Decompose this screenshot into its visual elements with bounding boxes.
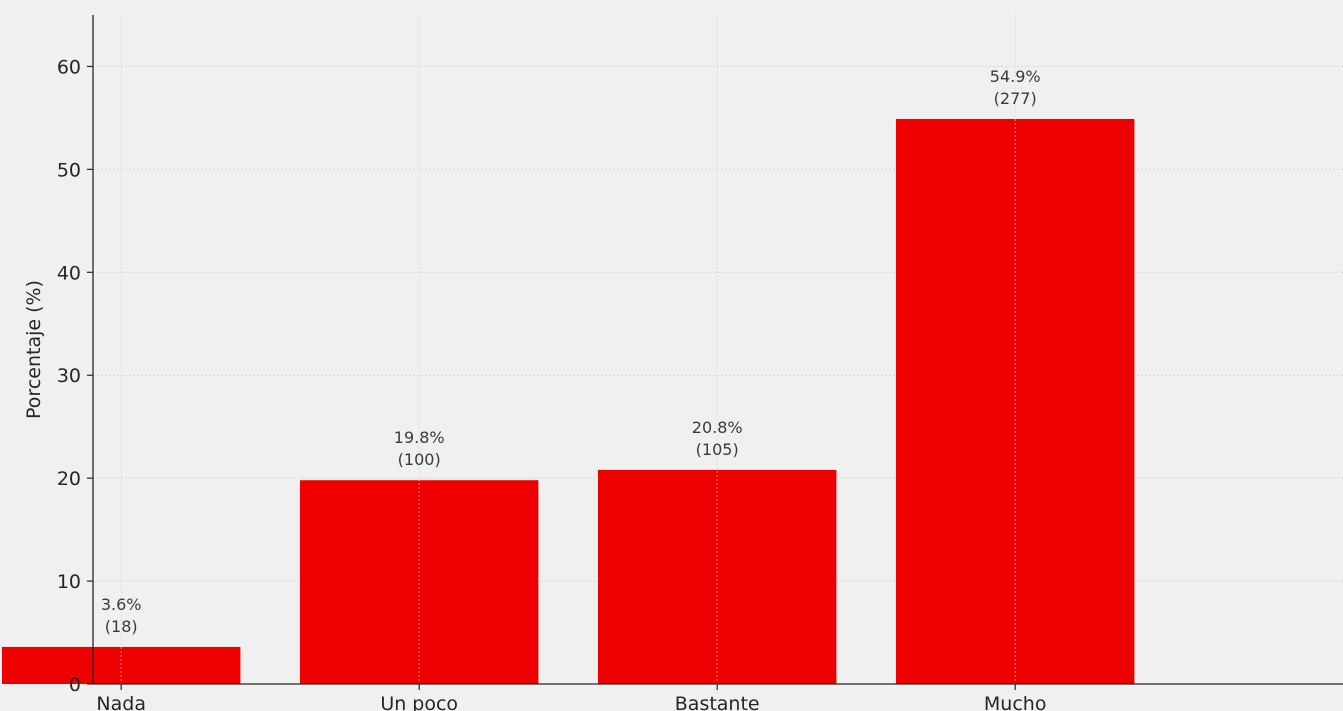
y-tick-label: 50 xyxy=(57,159,81,181)
data-label-count: (18) xyxy=(105,617,138,636)
x-ticks: Nada Un poco Bastante Mucho xyxy=(96,684,1046,711)
data-label-count: (277) xyxy=(994,89,1037,108)
bars xyxy=(2,118,1135,684)
y-tick-label: 20 xyxy=(57,468,81,490)
vertical-gridlines xyxy=(120,15,1016,684)
x-tick-label: Un poco xyxy=(380,693,458,711)
gridlines xyxy=(93,65,1343,582)
bar-mucho xyxy=(896,118,1135,684)
data-label-percent: 20.8% xyxy=(692,418,743,437)
axes xyxy=(92,15,1343,685)
bar-nada xyxy=(2,646,241,684)
data-label-percent: 19.8% xyxy=(394,428,445,447)
y-axis-title: Porcentaje (%) xyxy=(23,280,45,419)
data-label-count: (105) xyxy=(696,440,739,459)
data-labels: 3.6% (18) 19.8% (100) 20.8% (105) 54.9% (277) xyxy=(101,67,1041,636)
bar-un-poco xyxy=(300,480,539,684)
x-tick-label: Mucho xyxy=(984,693,1047,711)
x-tick-label: Bastante xyxy=(675,693,760,711)
data-label-percent: 3.6% xyxy=(101,595,142,614)
y-tick-label: 30 xyxy=(57,365,81,387)
x-tick-label: Nada xyxy=(96,693,146,711)
y-tick-label: 0 xyxy=(69,674,81,696)
y-tick-label: 60 xyxy=(57,56,81,78)
y-tick-label: 40 xyxy=(57,262,81,284)
data-label-count: (100) xyxy=(398,450,441,469)
y-ticks: 0 10 20 30 40 50 60 xyxy=(57,56,93,696)
y-tick-label: 10 xyxy=(57,571,81,593)
data-label-percent: 54.9% xyxy=(990,67,1041,86)
